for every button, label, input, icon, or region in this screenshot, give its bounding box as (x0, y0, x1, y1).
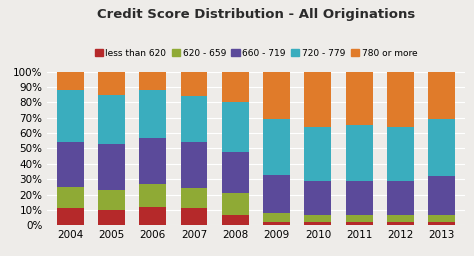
Bar (98, 95, 125, 144)
Bar (139, 90, 166, 138)
Bar (181, 142, 208, 188)
Bar (387, 127, 414, 181)
Bar (222, 193, 249, 215)
Bar (57, 208, 83, 225)
Bar (387, 222, 414, 225)
Bar (428, 215, 455, 222)
Bar (98, 144, 125, 190)
Bar (139, 138, 166, 184)
Bar (181, 96, 208, 142)
Bar (346, 72, 373, 125)
Bar (57, 90, 83, 142)
Bar (304, 222, 331, 225)
Bar (98, 210, 125, 225)
Bar (139, 207, 166, 225)
Text: Credit Score Distribution - All Originations: Credit Score Distribution - All Originat… (97, 8, 415, 21)
Bar (222, 102, 249, 152)
Bar (428, 222, 455, 225)
Bar (57, 187, 83, 208)
Bar (387, 215, 414, 222)
Bar (181, 208, 208, 225)
Bar (263, 213, 290, 222)
Bar (263, 222, 290, 225)
Bar (98, 190, 125, 210)
Bar (346, 222, 373, 225)
Bar (98, 72, 125, 95)
Bar (304, 127, 331, 181)
Bar (263, 72, 290, 119)
Bar (57, 72, 83, 90)
Bar (387, 72, 414, 127)
Bar (139, 184, 166, 207)
Legend: less than 620, 620 - 659, 660 - 719, 720 - 779, 780 or more: less than 620, 620 - 659, 660 - 719, 720… (91, 46, 421, 62)
Bar (346, 125, 373, 181)
Bar (304, 181, 331, 215)
Bar (263, 119, 290, 175)
Bar (181, 72, 208, 96)
Bar (181, 188, 208, 208)
Bar (222, 72, 249, 102)
Bar (428, 119, 455, 176)
Bar (387, 181, 414, 215)
Bar (57, 142, 83, 187)
Bar (428, 72, 455, 119)
Bar (263, 175, 290, 213)
Bar (222, 152, 249, 193)
Bar (346, 181, 373, 215)
Bar (304, 215, 331, 222)
Bar (428, 176, 455, 215)
Bar (139, 72, 166, 90)
Bar (304, 72, 331, 127)
Bar (346, 215, 373, 222)
Bar (222, 215, 249, 225)
